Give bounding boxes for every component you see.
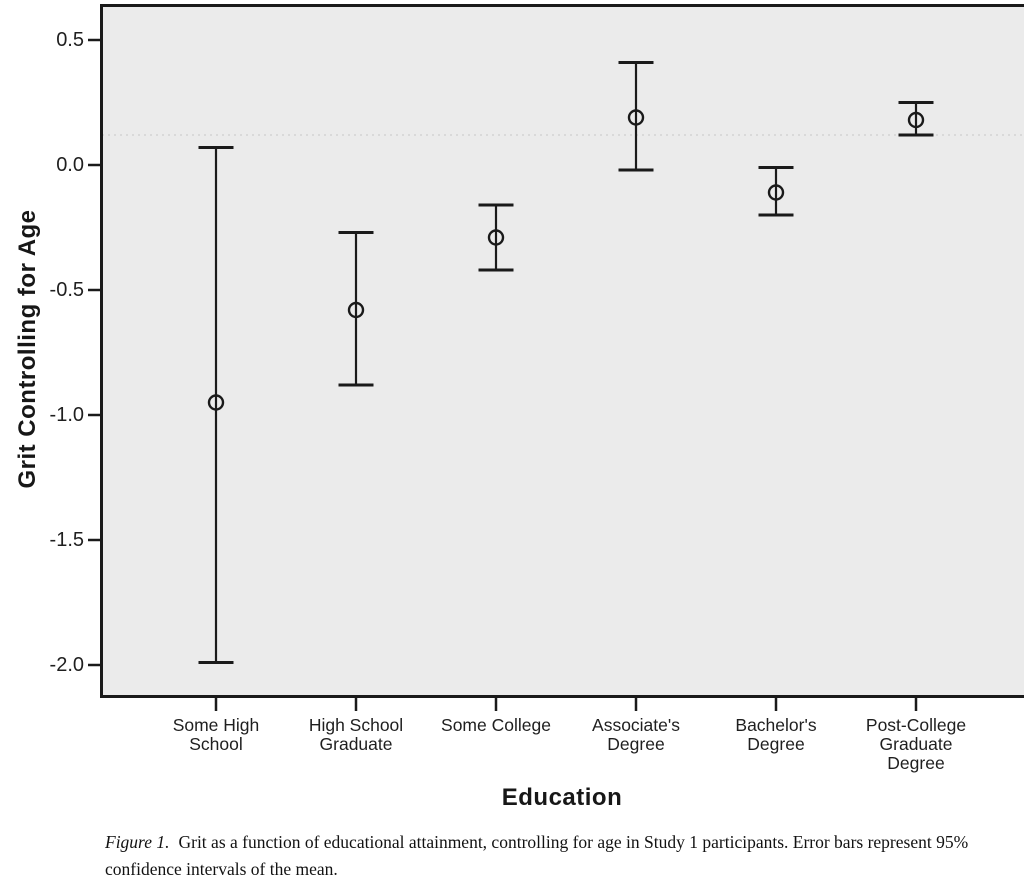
x-axis-title: Education bbox=[501, 784, 623, 811]
y-tick-label: -0.5 bbox=[49, 279, 84, 301]
x-tick-label: Associate's Degree bbox=[592, 715, 680, 754]
y-tick-label: 0.5 bbox=[56, 29, 84, 51]
x-tick-label: Some High School bbox=[172, 715, 260, 754]
figure-caption: Figure 1. Grit as a function of education… bbox=[105, 829, 973, 883]
y-tick-label: -1.5 bbox=[49, 529, 84, 551]
mean-marker bbox=[487, 229, 505, 246]
figure-caption-label: Figure 1. bbox=[105, 832, 170, 852]
figure-caption-text: Grit as a function of educational attain… bbox=[105, 832, 969, 879]
x-tick-label: Some College bbox=[441, 715, 551, 735]
x-tick-label: High School Graduate bbox=[308, 715, 404, 754]
y-tick-label: -2.0 bbox=[49, 654, 84, 676]
y-axis-title: Grit Controlling for Age bbox=[14, 209, 41, 489]
mean-marker bbox=[627, 109, 645, 126]
x-tick-label: Post-College Graduate Degree bbox=[865, 715, 967, 773]
mean-marker bbox=[347, 301, 365, 319]
mean-marker bbox=[907, 111, 925, 129]
plot-area bbox=[100, 4, 1024, 698]
y-tick-label: -1.0 bbox=[49, 404, 84, 426]
mean-marker bbox=[207, 394, 225, 411]
y-tick-label: 0.0 bbox=[56, 154, 84, 176]
mean-marker bbox=[767, 184, 785, 201]
x-tick-label: Bachelor's Degree bbox=[735, 715, 817, 754]
